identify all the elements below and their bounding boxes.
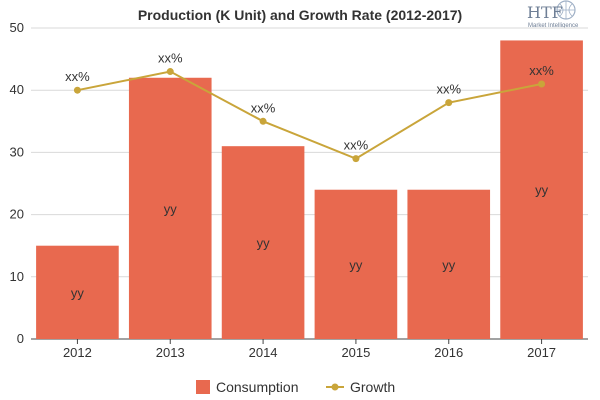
x-tick-label: 2014: [249, 345, 278, 360]
y-tick-label: 0: [17, 331, 24, 346]
bar-data-label: yy: [442, 257, 456, 272]
growth-point-2015: [352, 155, 360, 163]
growth-point-2017: [538, 80, 546, 88]
watermark-logo: HTF Market Intelligence: [527, 0, 579, 29]
legend-label-growth: Growth: [350, 379, 395, 395]
growth-line: [77, 70, 542, 160]
bar-consumption-2015: [314, 189, 398, 339]
line-data-label: xx%: [65, 69, 90, 84]
globe-lines-icon: [557, 1, 575, 19]
line-data-label: xx%: [436, 82, 461, 97]
x-tick-label: 2013: [156, 345, 185, 360]
bar-data-labels: yy yy yy yy yy yy: [71, 183, 549, 301]
bar-consumption-2013: [128, 77, 212, 339]
growth-point-2014: [259, 117, 267, 125]
bar-data-label: yy: [71, 285, 85, 300]
bar-data-label: yy: [257, 236, 271, 251]
bar-consumption-2016: [407, 189, 491, 339]
line-data-labels: xx% xx% xx% xx% xx% xx%: [65, 51, 554, 153]
y-axis: 0 10 20 30 40 50: [10, 20, 24, 346]
x-tick-label: 2012: [63, 345, 92, 360]
y-tick-label: 10: [10, 269, 24, 284]
chart-title: Production (K Unit) and Growth Rate (201…: [138, 7, 462, 23]
bar-data-label: yy: [349, 257, 363, 272]
line-data-label: xx%: [251, 100, 276, 115]
line-data-label: xx%: [158, 51, 183, 66]
y-tick-label: 30: [10, 144, 24, 159]
bar-data-label: yy: [164, 201, 178, 216]
x-tick-label: 2016: [434, 345, 463, 360]
legend-swatch-growth-dot: [331, 383, 339, 391]
bar-consumption-2014: [221, 146, 305, 339]
x-tick-label: 2017: [527, 345, 556, 360]
growth-point-2016: [445, 99, 453, 107]
x-tick-label: 2015: [341, 345, 370, 360]
growth-point-2013: [166, 68, 174, 76]
line-data-label: xx%: [529, 63, 554, 78]
bar-consumption-2012: [36, 245, 119, 339]
line-data-label: xx%: [344, 138, 369, 153]
y-tick-label: 50: [10, 20, 24, 35]
logo-subtitle: Market Intelligence: [528, 23, 579, 29]
bar-series: [36, 40, 583, 339]
legend: Consumption Growth: [196, 379, 395, 395]
line-series: [73, 68, 546, 163]
legend-item-growth[interactable]: Growth: [326, 379, 395, 395]
legend-item-consumption[interactable]: Consumption: [196, 379, 299, 395]
logo-text: HTF: [527, 3, 563, 22]
legend-label-consumption: Consumption: [216, 379, 299, 395]
grid-lines: [31, 27, 588, 340]
y-tick-label: 40: [10, 82, 24, 97]
growth-point-2012: [73, 86, 81, 94]
x-axis: 2012 2013 2014 2015 2016 2017: [63, 339, 556, 360]
bar-data-label: yy: [535, 183, 549, 198]
y-tick-label: 20: [10, 207, 24, 222]
legend-swatch-consumption: [196, 380, 210, 394]
